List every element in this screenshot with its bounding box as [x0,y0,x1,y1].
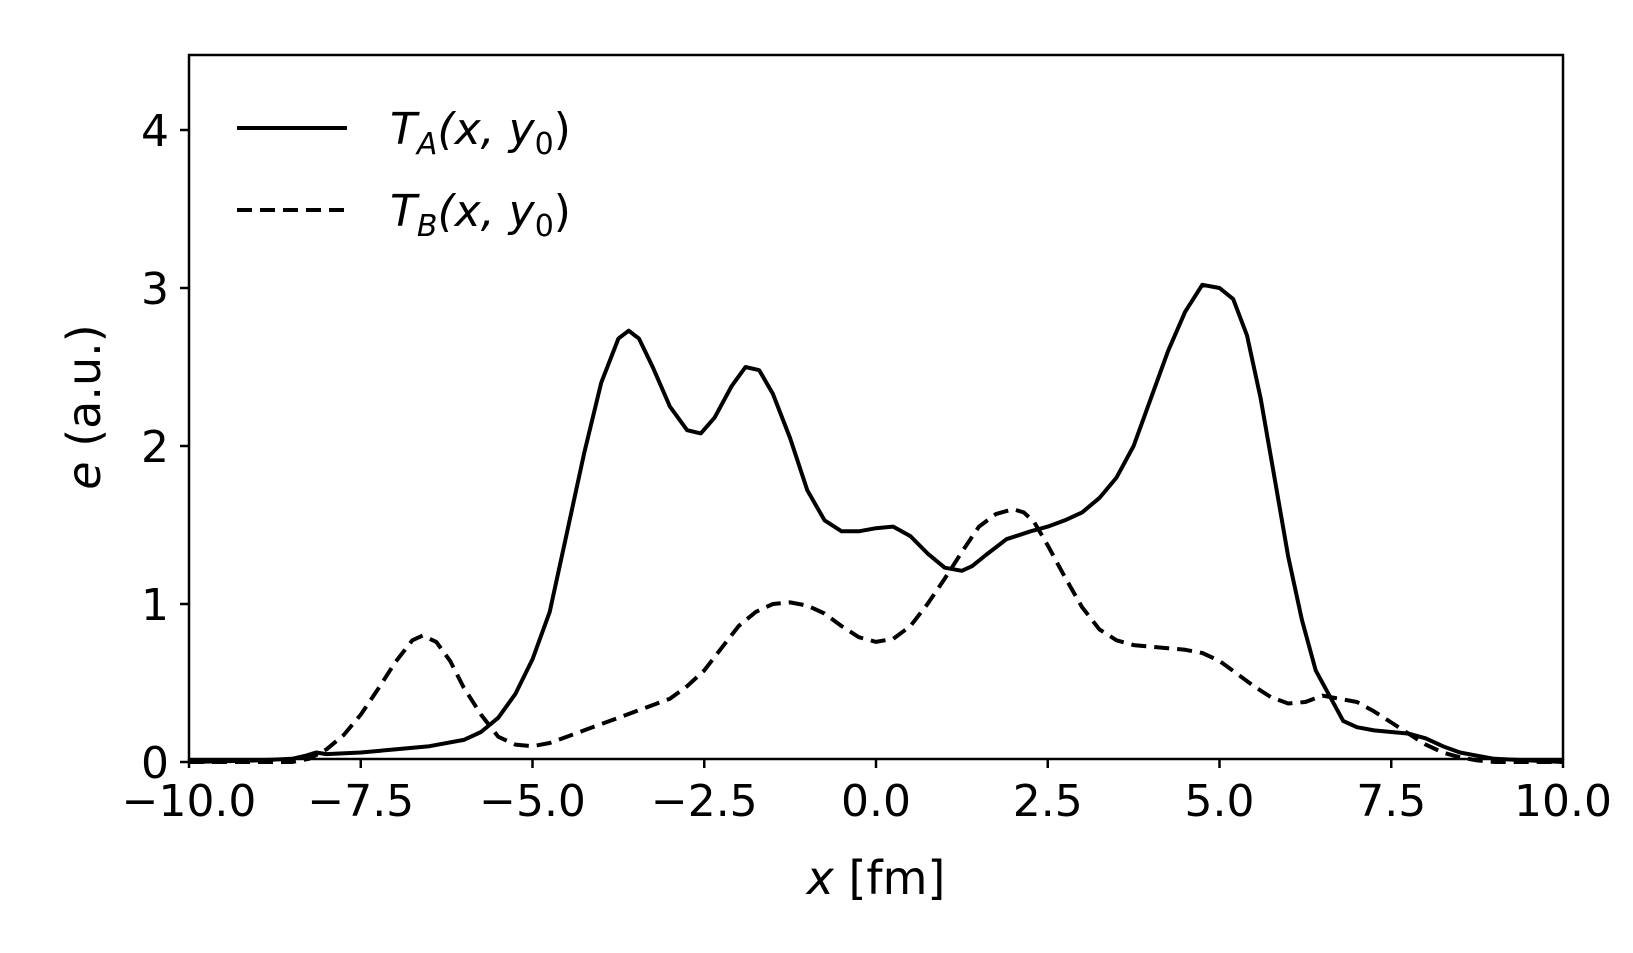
x-tick-label: −7.5 [307,776,414,827]
x-ticks: −10.0 −7.5 −5.0 −2.5 0.0 2.5 5.0 7.5 10.0 [122,759,1612,827]
x-tick-label: 5.0 [1185,776,1255,827]
x-axis-label: x [fm] [805,851,946,905]
x-axis-label-space [834,851,849,905]
y-tick-label: 0 [141,738,169,789]
x-tick-label: −10.0 [122,776,257,827]
x-axis-label-unit: [fm] [848,851,945,905]
y-tick-label: 3 [141,264,169,315]
legend-ta-close: ) [554,104,571,155]
y-axis-label: e (a.u.) [57,324,111,489]
x-tick-label: −2.5 [651,776,758,827]
legend-label-ta: TA(x, y0) [390,104,571,162]
y-ticks: 0 1 2 3 4 [141,106,189,789]
legend-tb-base: T [390,186,420,237]
legend-tb-args: (x, y [437,186,535,237]
series-layer [188,282,1564,764]
y-tick-label: 1 [141,580,169,631]
legend-tb-sub2: 0 [535,209,554,244]
x-tick-label: 7.5 [1356,776,1426,827]
legend-ta-sub: A [415,127,438,162]
y-axis-label-space [57,447,111,462]
series-line-ta [188,282,1564,764]
x-axis-label-var: x [805,851,835,905]
legend-ta-base: T [390,104,420,155]
series-line-tb [189,507,1563,764]
x-tick-label: 10.0 [1514,776,1612,827]
legend-label-tb: TB(x, y0) [390,186,571,244]
y-axis-label-var: e [57,461,111,489]
y-tick-label: 2 [141,422,169,473]
legend: TA(x, y0) TB(x, y0) [237,104,571,244]
legend-ta-args: (x, y [437,104,535,155]
y-tick-label: 4 [141,106,169,157]
x-tick-label: 0.0 [841,776,911,827]
y-axis-label-unit: (a.u.) [57,324,111,446]
x-tick-label: −5.0 [479,776,586,827]
x-tick-label: 2.5 [1013,776,1083,827]
legend-tb-sub: B [417,209,438,244]
legend-ta-sub2: 0 [535,127,554,162]
legend-tb-close: ) [554,186,571,237]
